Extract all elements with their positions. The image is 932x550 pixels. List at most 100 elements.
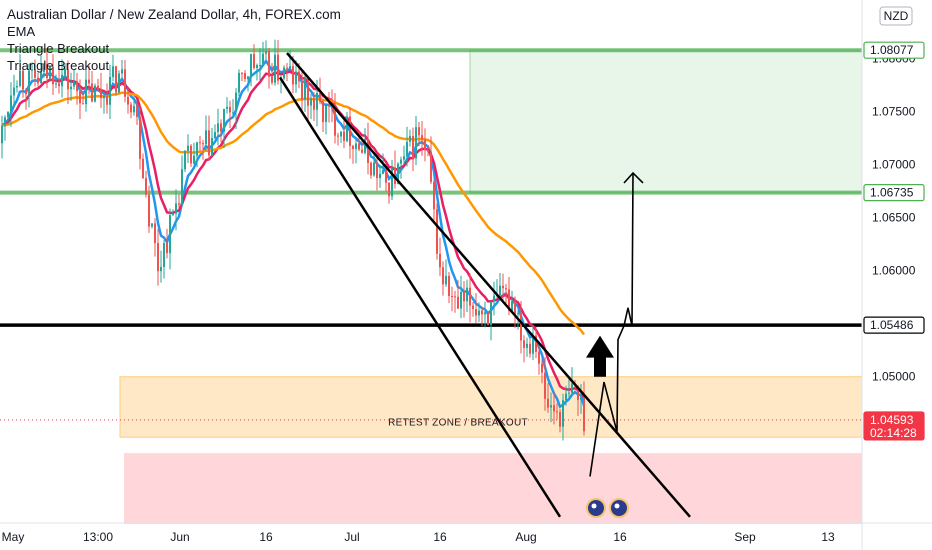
candle-body [91, 83, 93, 102]
candle-body [67, 69, 69, 90]
candle-body [40, 71, 42, 84]
candle-body [523, 340, 525, 348]
y-tick-label: 1.07500 [872, 104, 916, 118]
price-label-breakout-level [863, 316, 925, 334]
y-tick-label: 1.07000 [872, 157, 916, 171]
candle-body [118, 73, 120, 93]
target-zone [469, 49, 863, 194]
candle-body [208, 130, 210, 156]
candle-body [253, 54, 255, 68]
candle-body [220, 123, 222, 132]
candle-body [247, 76, 249, 79]
candle-body [583, 397, 585, 432]
lower-zone [124, 453, 862, 524]
candle-body [577, 385, 579, 400]
candle-body [340, 131, 342, 137]
candle-body [460, 292, 462, 309]
x-tick-label: Jun [170, 530, 189, 544]
candle-body [169, 215, 171, 254]
candle-body [73, 81, 75, 87]
candle-body [7, 112, 9, 118]
legend-triangle-breakout-1[interactable]: Triangle Breakout [7, 41, 110, 56]
currency-button[interactable] [879, 6, 913, 26]
event-flag-icon [614, 503, 620, 509]
candle-body [400, 159, 402, 164]
candle-body [37, 77, 39, 84]
price-label-current-price-text: 1.04593 [870, 413, 914, 427]
candle-body [502, 285, 504, 289]
candle-body [265, 51, 267, 54]
candle-body [313, 98, 315, 110]
candle-body [397, 163, 399, 184]
candle-body [211, 138, 213, 156]
candle-body [163, 243, 165, 267]
candle-body [553, 405, 555, 412]
candle-body [19, 70, 21, 86]
candle-body [322, 101, 324, 122]
candle-body [415, 127, 417, 159]
candle-body [541, 363, 543, 373]
candle-body [70, 86, 72, 90]
event-marker-1[interactable] [586, 498, 606, 518]
candle-body [82, 103, 84, 105]
candle-body [580, 397, 582, 400]
candle-body [451, 296, 453, 298]
legend-triangle-breakout-2[interactable]: Triangle Breakout [7, 58, 110, 73]
candle-body [337, 135, 339, 137]
candle-body [271, 76, 273, 83]
candle-body [139, 116, 141, 159]
candle-body [106, 95, 108, 105]
candle-body [94, 85, 96, 102]
candle-body [193, 155, 195, 164]
candle-body [358, 143, 360, 150]
price-label-lower-resistance [863, 184, 925, 202]
channel-upper-trendline [286, 52, 691, 518]
price-label-lower-resistance-text: 1.06735 [870, 186, 914, 200]
candle-body [229, 106, 231, 113]
candle-body [319, 92, 321, 102]
candle-body [442, 267, 444, 285]
candle-body [526, 343, 528, 348]
candle-body [262, 53, 264, 66]
candle-body [514, 301, 516, 315]
candle-body [481, 310, 483, 315]
candle-body [370, 162, 372, 176]
candle-body [421, 135, 423, 140]
candle-body [349, 116, 351, 146]
candle-body [175, 203, 177, 214]
candle-body [292, 66, 294, 85]
price-label-upper-resistance-text: 1.08077 [870, 43, 914, 57]
candle-body [355, 143, 357, 149]
candle-body [109, 76, 111, 105]
projection-arrowhead [623, 171, 644, 184]
candle-body [367, 139, 369, 163]
candle-body [223, 108, 225, 132]
candle-body [79, 91, 81, 104]
candle-body [49, 66, 51, 78]
candle-body [61, 74, 63, 87]
candle-body [427, 149, 429, 152]
candle-body [244, 73, 246, 79]
candle-body [469, 287, 471, 306]
candle-body [34, 69, 36, 78]
candle-body [472, 305, 474, 310]
candle-body [142, 158, 144, 179]
candle-body [304, 78, 306, 100]
candle-body [184, 150, 186, 170]
candle-body [124, 69, 126, 97]
legend-ema[interactable]: EMA [7, 24, 36, 39]
candle-body [388, 182, 390, 197]
event-marker-2[interactable] [609, 498, 629, 518]
candle-body [517, 313, 519, 315]
candle-body [85, 79, 87, 105]
candle-body [214, 132, 216, 139]
candle-body [505, 288, 507, 290]
x-tick-label: Jul [344, 530, 359, 544]
candle-body [52, 66, 54, 85]
candle-body [28, 70, 30, 95]
candle-body [547, 398, 549, 408]
candle-body [172, 213, 174, 216]
candle-body [463, 292, 465, 302]
